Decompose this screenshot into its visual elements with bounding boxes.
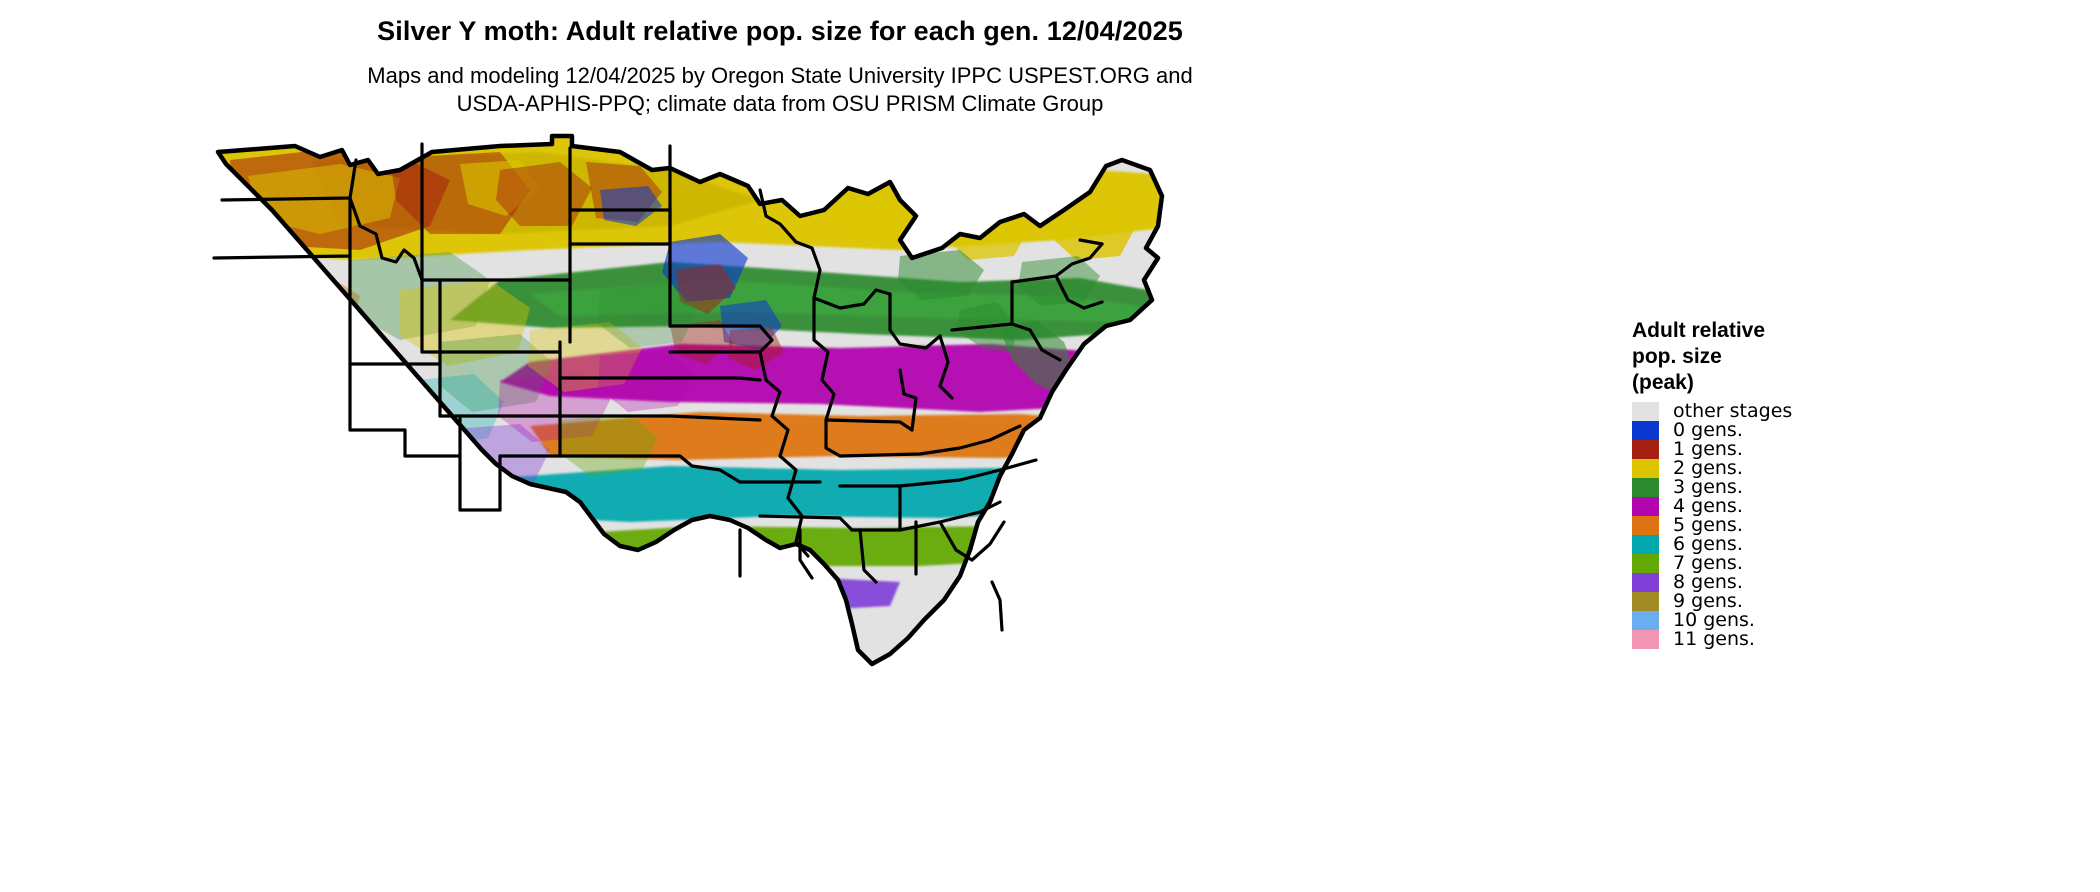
subtitle-line-1: Maps and modeling 12/04/2025 by Oregon S… bbox=[367, 63, 1193, 88]
legend-color-swatch bbox=[1632, 478, 1659, 497]
legend-color-swatch bbox=[1632, 516, 1659, 535]
legend-item: 5 gens. bbox=[1632, 516, 1792, 535]
legend-item: 1 gens. bbox=[1632, 440, 1792, 459]
legend-title-line-2: pop. size bbox=[1632, 345, 1722, 368]
legend-item-label: 5 gens. bbox=[1673, 514, 1743, 536]
legend-item-label: 6 gens. bbox=[1673, 533, 1743, 555]
subtitle-line-2: USDA-APHIS-PPQ; climate data from OSU PR… bbox=[456, 91, 1104, 116]
legend-item: 11 gens. bbox=[1632, 630, 1792, 649]
page-title: Silver Y moth: Adult relative pop. size … bbox=[377, 16, 1183, 46]
legend-item-label: 8 gens. bbox=[1673, 571, 1743, 593]
legend-color-swatch bbox=[1632, 421, 1659, 440]
legend-title: Adult relative pop. size (peak) bbox=[1632, 318, 1792, 396]
legend-item-label: 1 gens. bbox=[1673, 438, 1743, 460]
legend-item-label: 4 gens. bbox=[1673, 495, 1743, 517]
legend-color-swatch bbox=[1632, 611, 1659, 630]
legend-item: other stages bbox=[1632, 402, 1792, 421]
legend-item: 7 gens. bbox=[1632, 554, 1792, 573]
map-legend: Adult relative pop. size (peak) other st… bbox=[1632, 318, 1792, 649]
legend-color-swatch bbox=[1632, 573, 1659, 592]
legend-color-swatch bbox=[1632, 554, 1659, 573]
legend-items: other stages 0 gens. 1 gens. 2 gens. 3 gens.… bbox=[1632, 402, 1792, 649]
legend-item: 9 gens. bbox=[1632, 592, 1792, 611]
legend-title-line-3: (peak) bbox=[1632, 371, 1694, 394]
legend-item-label: 11 gens. bbox=[1673, 628, 1755, 650]
legend-color-swatch bbox=[1632, 535, 1659, 554]
legend-color-swatch bbox=[1632, 497, 1659, 516]
legend-item-label: other stages bbox=[1673, 400, 1793, 422]
legend-item: 8 gens. bbox=[1632, 573, 1792, 592]
legend-item: 2 gens. bbox=[1632, 459, 1792, 478]
figure-subtitle: Maps and modeling 12/04/2025 by Oregon S… bbox=[0, 62, 1560, 118]
legend-item: 3 gens. bbox=[1632, 478, 1792, 497]
legend-item-label: 0 gens. bbox=[1673, 419, 1743, 441]
legend-title-line-1: Adult relative bbox=[1632, 319, 1766, 342]
state-boundaries bbox=[212, 133, 1165, 667]
legend-item-label: 7 gens. bbox=[1673, 552, 1743, 574]
legend-color-swatch bbox=[1632, 440, 1659, 459]
legend-item-label: 9 gens. bbox=[1673, 590, 1743, 612]
map-raster-layer bbox=[218, 136, 1162, 664]
legend-item: 10 gens. bbox=[1632, 611, 1792, 630]
legend-color-swatch bbox=[1632, 592, 1659, 611]
legend-item: 4 gens. bbox=[1632, 497, 1792, 516]
legend-color-swatch bbox=[1632, 459, 1659, 478]
legend-item-label: 3 gens. bbox=[1673, 476, 1743, 498]
figure-header: Silver Y moth: Adult relative pop. size … bbox=[0, 14, 1560, 118]
map-canvas bbox=[212, 133, 1165, 667]
legend-color-swatch bbox=[1632, 630, 1659, 649]
legend-item-label: 2 gens. bbox=[1673, 457, 1743, 479]
legend-color-swatch bbox=[1632, 402, 1659, 421]
legend-item-label: 10 gens. bbox=[1673, 609, 1755, 631]
legend-item: 6 gens. bbox=[1632, 535, 1792, 554]
legend-item: 0 gens. bbox=[1632, 421, 1792, 440]
us-choropleth-map bbox=[200, 130, 1220, 670]
